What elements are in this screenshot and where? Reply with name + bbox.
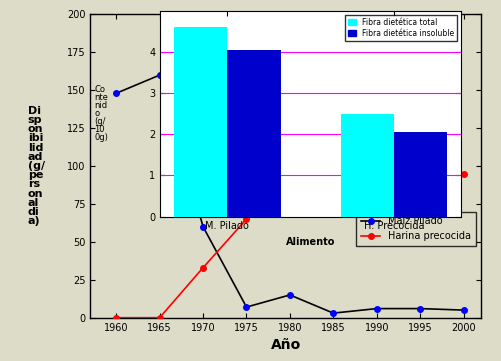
Legend: Fibra dietética total, Fibra dietética insoluble: Fibra dietética total, Fibra dietética i… xyxy=(345,15,457,41)
Bar xyxy=(394,132,447,217)
Line: Harina precocida: Harina precocida xyxy=(113,171,466,321)
Maíz Pilado xyxy=(200,225,206,229)
Harina precocida xyxy=(200,265,206,270)
Text: Co
nte
nid
o
(g/
10
0g): Co nte nid o (g/ 10 0g) xyxy=(94,85,108,142)
Harina precocida xyxy=(330,199,336,203)
Bar xyxy=(174,27,227,217)
Harina precocida xyxy=(157,316,163,320)
Bar xyxy=(227,50,281,217)
Line: Maíz Pilado: Maíz Pilado xyxy=(113,72,466,316)
Maíz Pilado xyxy=(330,311,336,315)
Harina precocida xyxy=(243,217,249,221)
Maíz Pilado xyxy=(243,305,249,309)
X-axis label: Alimento: Alimento xyxy=(286,237,335,247)
X-axis label: Año: Año xyxy=(271,338,301,352)
Bar xyxy=(341,114,394,217)
Harina precocida xyxy=(287,194,293,199)
Maíz Pilado xyxy=(287,293,293,297)
Maíz Pilado xyxy=(157,73,163,77)
Text: Di
sp
on
ibi
lid
ad
(g/
pe
rs
on
al
di
a): Di sp on ibi lid ad (g/ pe rs on al di a… xyxy=(28,106,45,226)
Maíz Pilado xyxy=(417,306,423,311)
Maíz Pilado xyxy=(113,91,119,95)
Harina precocida xyxy=(113,316,119,320)
Maíz Pilado xyxy=(374,306,380,311)
Harina precocida xyxy=(374,184,380,188)
Legend: Maíz Pilado, Harina precocida: Maíz Pilado, Harina precocida xyxy=(356,212,476,246)
Harina precocida xyxy=(417,171,423,176)
Harina precocida xyxy=(460,171,466,176)
Maíz Pilado xyxy=(460,308,466,312)
